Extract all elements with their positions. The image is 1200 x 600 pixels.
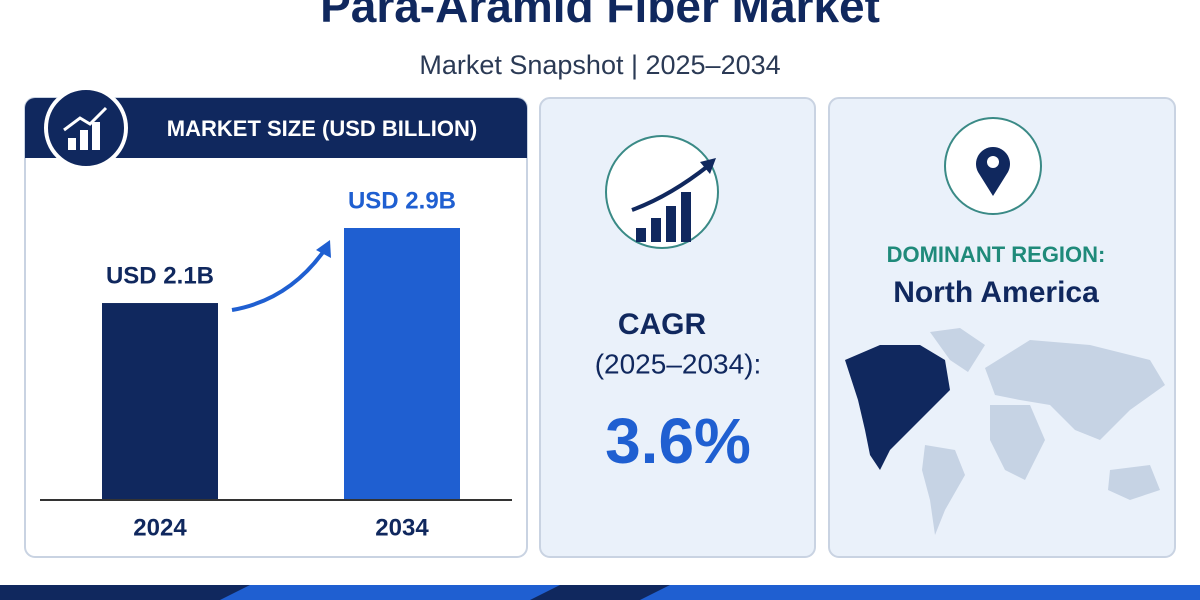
pin-hole (987, 156, 999, 168)
region-panel (828, 97, 1176, 558)
cagr-icon (605, 135, 719, 249)
growth-arrow (231, 246, 328, 312)
pin (976, 147, 1011, 196)
region-label: DOMINANT REGION: (887, 242, 1106, 267)
x-tick-label: 2034 (375, 514, 429, 541)
panel-header (25, 98, 527, 158)
cagr-period: (2025–2034): (595, 348, 762, 379)
region-value: North America (893, 276, 1099, 309)
bar (344, 228, 460, 500)
x-tick-label: 2024 (133, 514, 187, 541)
value-label: USD 2.1B (106, 262, 214, 289)
chart-title: MARKET SIZE (USD BILLION) (167, 116, 477, 141)
chart-icon (44, 86, 128, 170)
cagr-icon-bars (631, 158, 716, 242)
cagr-label: CAGR (618, 308, 707, 341)
title: Para-Aramid Fiber Market (320, 0, 880, 32)
north-america (845, 345, 950, 470)
chart-icon-bars (63, 106, 108, 150)
subtitle: Market Snapshot | 2025–2034 (419, 50, 780, 80)
cagr-value: 3.6% (605, 405, 751, 477)
arrow-head (316, 240, 331, 258)
footer-accent (220, 585, 1200, 600)
bar (102, 303, 218, 500)
bar-group: USD 2.1B 2024 USD 2.9B 2034 (102, 187, 460, 541)
world-map (922, 328, 1165, 535)
cagr-panel (539, 97, 816, 558)
value-label: USD 2.9B (348, 187, 456, 214)
